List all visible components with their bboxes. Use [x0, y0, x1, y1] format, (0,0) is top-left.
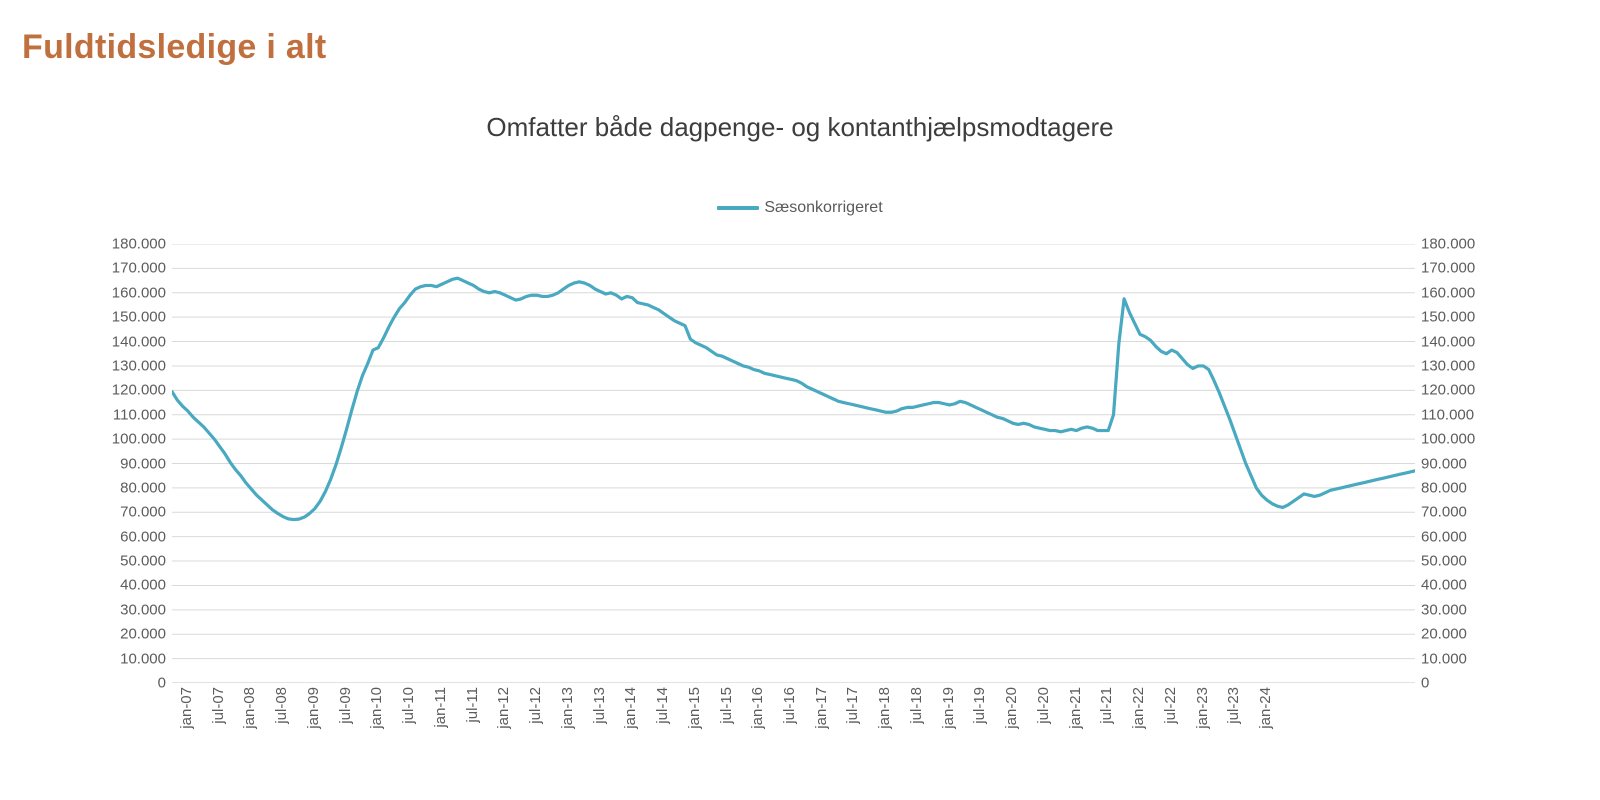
x-axis-tick-label: jul-07 [209, 687, 227, 724]
chart-legend: Sæsonkorrigeret [0, 199, 1600, 217]
chart-svg [172, 244, 1415, 683]
chart-container: Omfatter både dagpenge- og kontanthjælps… [0, 95, 1600, 800]
y-axis-tick-label-right: 60.000 [1421, 528, 1467, 546]
y-axis-tick-label-left: 80.000 [120, 479, 166, 497]
x-axis-tick-label: jan-09 [304, 687, 322, 729]
y-axis-tick-label-right: 50.000 [1421, 552, 1467, 570]
x-axis-tick-label: jul-14 [654, 687, 672, 724]
x-axis-tick-label: jul-18 [907, 687, 925, 724]
x-axis-tick-label: jan-08 [241, 687, 259, 729]
y-axis-tick-label-left: 20.000 [120, 625, 166, 643]
x-axis-tick-label: jul-09 [336, 687, 354, 724]
legend-color-swatch [717, 206, 760, 210]
y-axis-left-labels: 180.000 170.000 160.000 150.000 140.000 130.0… [60, 236, 166, 692]
x-axis-tick-label: jan-12 [495, 687, 513, 729]
y-axis-tick-label-right: 0 [1421, 674, 1430, 692]
x-axis-tick-label: jan-24 [1257, 687, 1275, 729]
y-axis-tick-label-right: 10.000 [1421, 650, 1467, 668]
legend-label: Sæsonkorrigeret [764, 199, 883, 216]
y-axis-tick-label-left: 30.000 [120, 601, 166, 619]
x-axis-tick-label: jul-08 [273, 687, 291, 724]
x-axis-tick-label: jul-23 [1225, 687, 1243, 724]
x-axis-tick-label: jul-19 [971, 687, 989, 724]
y-axis-tick-label-right: 120.000 [1421, 381, 1476, 399]
y-axis-tick-label-left: 90.000 [120, 455, 166, 472]
y-axis-tick-label-left: 0 [157, 674, 166, 692]
x-axis-tick-label: jan-16 [749, 687, 767, 729]
y-axis-tick-label-right: 160.000 [1421, 284, 1476, 302]
x-axis-tick-label: jul-11 [463, 687, 481, 723]
plot-area [172, 244, 1415, 683]
y-axis-tick-label-right: 140.000 [1421, 333, 1476, 351]
x-axis-tick-label: jan-11 [431, 687, 449, 728]
y-axis-tick-label-left: 140.000 [111, 333, 166, 351]
y-axis-tick-label-right: 100.000 [1421, 430, 1476, 448]
y-axis-tick-label-right: 180.000 [1421, 235, 1476, 253]
x-axis-tick-label: jan-15 [685, 687, 703, 729]
x-axis-tick-label: jul-22 [1161, 687, 1179, 724]
x-axis-labels: jan-07 jul-07 jan-08 jul-08 jan-09 jul-09 jan-… [172, 687, 1415, 797]
y-axis-tick-label-right: 40.000 [1421, 576, 1467, 594]
page-title: Fuldtidsledige i alt [22, 28, 327, 66]
y-axis-tick-label-left: 70.000 [120, 503, 166, 521]
x-axis-tick-label: jan-07 [178, 687, 195, 729]
y-axis-tick-label-left: 60.000 [120, 528, 166, 546]
x-axis-tick-label: jan-14 [622, 687, 640, 729]
y-axis-tick-label-right: 130.000 [1421, 357, 1476, 375]
chart-subtitle: Omfatter både dagpenge- og kontanthjælps… [486, 112, 1114, 142]
y-axis-tick-label-right: 150.000 [1421, 308, 1476, 326]
x-axis-tick-label: jul-13 [590, 687, 608, 724]
y-axis-tick-label-left: 130.000 [111, 357, 166, 375]
x-axis-tick-label: jul-20 [1034, 687, 1052, 724]
gridlines [172, 244, 1415, 683]
y-axis-tick-label-right: 30.000 [1421, 601, 1467, 619]
x-axis-tick-label: jan-19 [939, 687, 957, 729]
y-axis-tick-label-left: 100.000 [111, 430, 166, 448]
y-axis-tick-label-right: 110.000 [1421, 406, 1475, 424]
x-axis-tick-label: jul-15 [717, 687, 735, 724]
x-axis-tick-label: jan-18 [876, 687, 894, 729]
x-axis-tick-label: jan-23 [1193, 687, 1211, 729]
y-axis-tick-label-right: 80.000 [1421, 479, 1467, 497]
y-axis-tick-label-right: 20.000 [1421, 625, 1467, 643]
x-axis-tick-label: jul-12 [527, 687, 545, 724]
x-axis-tick-label: jan-20 [1003, 687, 1021, 729]
x-axis-tick-label: jul-16 [780, 687, 798, 724]
x-axis-tick-label: jan-17 [812, 687, 830, 729]
x-axis-tick-label: jan-21 [1066, 687, 1084, 729]
y-axis-tick-label-left: 50.000 [120, 552, 166, 570]
x-axis-tick-label: jul-17 [844, 687, 862, 724]
y-axis-tick-label-right: 90.000 [1421, 455, 1467, 472]
y-axis-tick-label-left: 180.000 [111, 235, 166, 253]
x-axis-tick-label: jan-22 [1130, 687, 1148, 729]
y-axis-tick-label-left: 170.000 [111, 259, 166, 277]
y-axis-tick-label-left: 160.000 [111, 284, 166, 302]
y-axis-tick-label-left: 10.000 [120, 650, 166, 668]
y-axis-tick-label-right: 70.000 [1421, 503, 1467, 521]
series-line-saesonkorrigeret [172, 276, 1415, 522]
y-axis-tick-label-left: 110.000 [112, 406, 166, 424]
x-axis-tick-label: jul-21 [1098, 687, 1116, 724]
x-axis-tick-label: jul-10 [400, 687, 418, 724]
y-axis-tick-label-left: 40.000 [120, 576, 166, 594]
y-axis-tick-label-left: 120.000 [111, 381, 166, 399]
x-axis-tick-label: jan-13 [558, 687, 576, 729]
x-axis-tick-label: jan-10 [368, 687, 386, 729]
y-axis-right-labels: 180.000 170.000 160.000 150.000 140.000 130.0… [1421, 236, 1541, 692]
y-axis-tick-label-left: 150.000 [111, 308, 166, 326]
y-axis-tick-label-right: 170.000 [1421, 259, 1476, 277]
